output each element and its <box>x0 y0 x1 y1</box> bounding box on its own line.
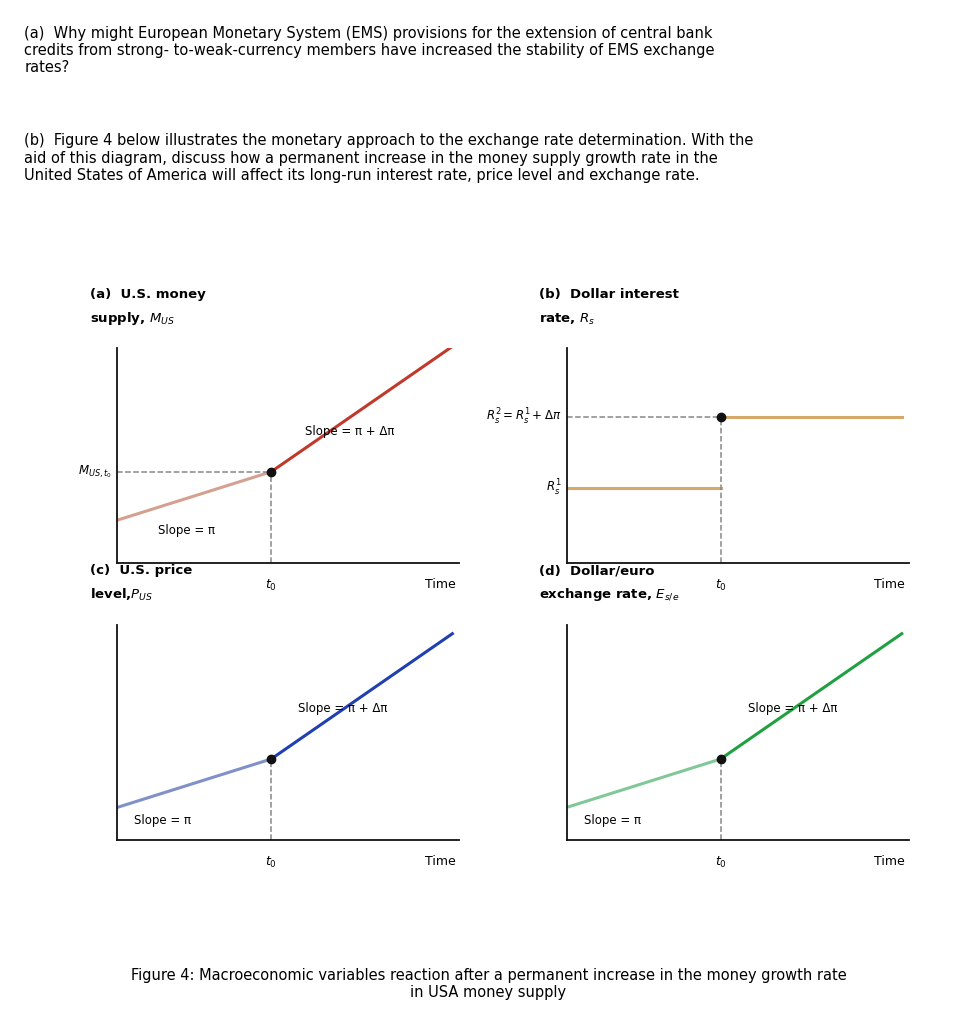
Text: (b)  Figure 4 below illustrates the monetary approach to the exchange rate deter: (b) Figure 4 below illustrates the monet… <box>24 133 754 183</box>
Text: level,$P_{US}$: level,$P_{US}$ <box>90 587 153 603</box>
Text: Figure 4: Macroeconomic variables reaction after a permanent increase in the mon: Figure 4: Macroeconomic variables reacti… <box>131 968 846 1000</box>
Text: Slope = π: Slope = π <box>135 814 191 826</box>
Text: (b)  Dollar interest: (b) Dollar interest <box>539 288 679 301</box>
Text: $t_0$: $t_0$ <box>714 579 727 593</box>
Text: Time: Time <box>874 579 905 591</box>
Text: $R_s^1$: $R_s^1$ <box>546 478 562 498</box>
Text: (d)  Dollar/euro: (d) Dollar/euro <box>539 564 655 578</box>
Text: (a)  U.S. money: (a) U.S. money <box>90 288 205 301</box>
Text: (c)  U.S. price: (c) U.S. price <box>90 564 192 578</box>
Text: exchange rate, $E_{s/e}$: exchange rate, $E_{s/e}$ <box>539 587 680 603</box>
Text: Slope = π + Δπ: Slope = π + Δπ <box>305 426 395 438</box>
Text: (a)  Why might European Monetary System (EMS) provisions for the extension of ce: (a) Why might European Monetary System (… <box>24 26 715 76</box>
Text: Time: Time <box>874 855 905 867</box>
Text: $M_{US,t_0}$: $M_{US,t_0}$ <box>78 464 112 480</box>
Text: Slope = π: Slope = π <box>583 814 641 826</box>
Text: Time: Time <box>425 579 455 591</box>
Text: Slope = π: Slope = π <box>158 524 215 538</box>
Text: $t_0$: $t_0$ <box>265 579 277 593</box>
Text: $t_0$: $t_0$ <box>265 855 277 869</box>
Text: Time: Time <box>425 855 455 867</box>
Text: supply, $M_{US}$: supply, $M_{US}$ <box>90 309 175 327</box>
Text: Slope = π + Δπ: Slope = π + Δπ <box>748 702 837 715</box>
Text: Slope = π + Δπ: Slope = π + Δπ <box>299 702 388 715</box>
Text: $t_0$: $t_0$ <box>714 855 727 869</box>
Text: rate, $R_s$: rate, $R_s$ <box>539 311 596 327</box>
Text: $R_s^2 = R_s^1 + Δπ$: $R_s^2 = R_s^1 + Δπ$ <box>487 407 562 427</box>
